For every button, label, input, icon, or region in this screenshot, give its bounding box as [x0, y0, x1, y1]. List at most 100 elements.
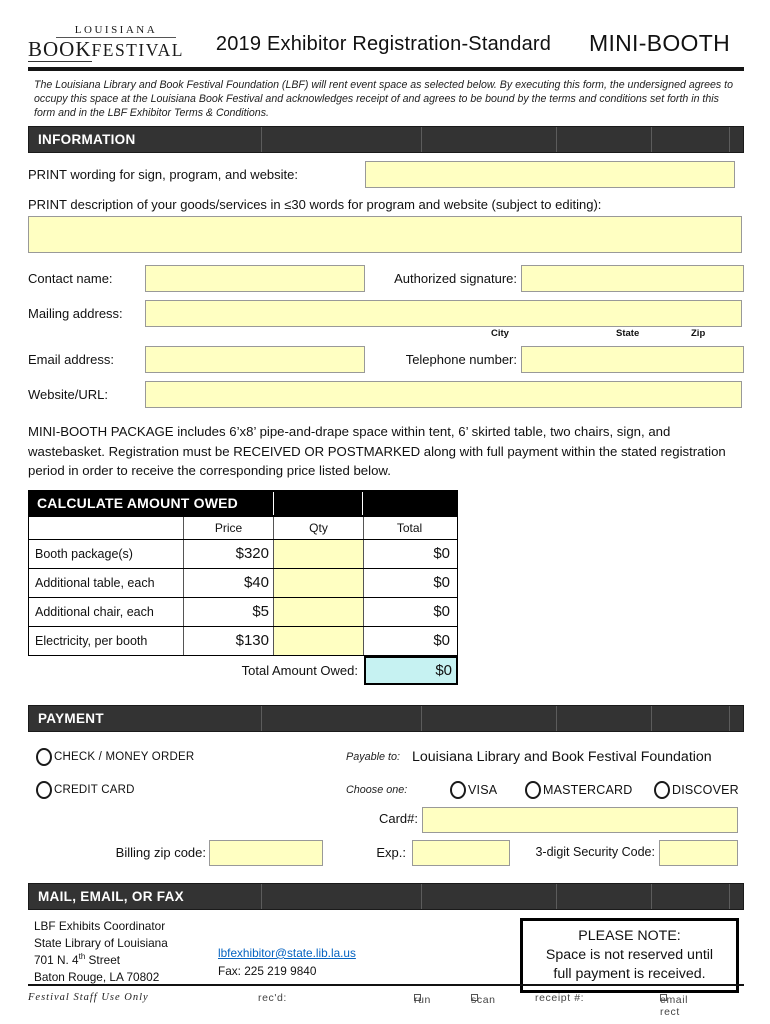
- booth-qty-input[interactable]: [274, 539, 363, 568]
- total-amount-label: Total Amount Owed:: [241, 662, 358, 678]
- table-column-headers: Price Qty Total: [28, 516, 458, 540]
- choose-one-label: Choose one:: [346, 784, 408, 797]
- check-money-order-radio[interactable]: [36, 748, 52, 767]
- discover-label: DISCOVER: [672, 783, 739, 798]
- contact-name-label: Contact name:: [28, 271, 113, 287]
- discover-radio[interactable]: [654, 781, 670, 800]
- col-header-qty: Qty: [273, 516, 363, 539]
- row-total: $0: [363, 626, 455, 655]
- logo-louisiana-text: LOUISIANA: [56, 25, 176, 38]
- addr-line-4: Baton Rouge, LA 70802: [34, 970, 160, 984]
- zip-label: Zip: [691, 328, 706, 340]
- mailing-address-block: LBF Exhibits Coordinator State Library o…: [34, 918, 168, 986]
- visa-radio[interactable]: [450, 781, 466, 800]
- total-amount-value: $0: [364, 655, 458, 685]
- receipt-number-label: receipt #:: [535, 992, 585, 1004]
- intro-paragraph: The Louisiana Library and Book Festival …: [34, 79, 733, 120]
- payable-to-value: Louisiana Library and Book Festival Foun…: [412, 749, 712, 766]
- row-item-label: Booth package(s): [35, 546, 133, 561]
- section-header-information: INFORMATION: [28, 126, 744, 154]
- page-title: 2019 Exhibitor Registration-Standard: [215, 33, 552, 55]
- staff-use-footer: Festival Staff Use Only rec'd: run scan …: [28, 990, 744, 1018]
- run-label: run: [414, 994, 431, 1006]
- telephone-label: Telephone number:: [405, 352, 517, 368]
- fax-number: Fax: 225 219 9840: [218, 963, 317, 978]
- electricity-qty-input[interactable]: [274, 626, 363, 655]
- payable-to-label: Payable to:: [346, 751, 401, 764]
- form-header: LOUISIANA BOOKFESTIVAL 2019 Exhibitor Re…: [28, 12, 744, 62]
- contact-name-input[interactable]: [145, 265, 365, 293]
- chair-qty-input[interactable]: [274, 597, 363, 626]
- scan-label: scan: [471, 994, 496, 1006]
- mailing-address-input[interactable]: [145, 300, 742, 328]
- email-address-input[interactable]: [145, 346, 365, 374]
- telephone-input[interactable]: [521, 346, 744, 374]
- card-number-input[interactable]: [422, 806, 738, 833]
- row-price: $130: [183, 626, 273, 655]
- row-total: $0: [363, 568, 455, 597]
- website-url-label: Website/URL:: [28, 387, 108, 403]
- sign-wording-input[interactable]: [365, 161, 735, 189]
- recd-label: rec'd:: [258, 992, 287, 1004]
- table-qty-input[interactable]: [274, 568, 363, 597]
- city-state-zip-labels: City State Zip: [28, 327, 744, 340]
- mastercard-radio[interactable]: [525, 781, 541, 800]
- package-description-paragraph: MINI-BOOTH PACKAGE includes 6’x8’ pipe-a…: [28, 424, 726, 479]
- billing-zip-input[interactable]: [209, 839, 323, 866]
- row-total: $0: [363, 597, 455, 626]
- addr-line-1: LBF Exhibits Coordinator: [34, 918, 166, 933]
- section-header-calculate-label: CALCULATE AMOUNT OWED: [37, 495, 238, 512]
- city-label: City: [491, 328, 509, 340]
- row-item-label: Additional table, each: [35, 575, 155, 590]
- row-item-label: Electricity, per booth: [35, 633, 148, 648]
- email-address-label: Email address:: [28, 352, 114, 368]
- run-checkbox[interactable]: [414, 994, 421, 1001]
- check-money-order-label: CHECK / MONEY ORDER: [54, 751, 195, 764]
- email-link[interactable]: lbfexhibitor@state.lib.la.us: [218, 945, 356, 960]
- state-label: State: [616, 328, 640, 340]
- amount-owed-table: CALCULATE AMOUNT OWED Price Qty Total Bo…: [28, 489, 458, 685]
- email-rect-checkbox[interactable]: [660, 994, 667, 1001]
- logo-festival-text: FESTIVAL: [91, 40, 184, 60]
- exp-input[interactable]: [412, 839, 510, 866]
- addr-line-3: 701 N. 4th Street: [34, 952, 121, 968]
- row-price: $320: [183, 539, 273, 568]
- louisiana-book-festival-logo: LOUISIANA BOOKFESTIVAL: [28, 25, 182, 62]
- billing-zip-label: Billing zip code:: [115, 844, 206, 860]
- website-url-input[interactable]: [145, 381, 742, 409]
- mailing-address-label: Mailing address:: [28, 306, 123, 322]
- booth-type-title: MINI-BOOTH: [589, 30, 730, 56]
- addr-line-2: State Library of Louisiana: [34, 935, 168, 950]
- email-fax-block: lbfexhibitor@state.lib.la.us Fax: 225 21…: [218, 945, 356, 980]
- section-header-payment: PAYMENT: [28, 704, 744, 732]
- row-item-label: Additional chair, each: [35, 604, 154, 619]
- section-header-mail-label: MAIL, EMAIL, OR FAX: [38, 888, 184, 904]
- description-label: PRINT description of your goods/services…: [28, 197, 602, 213]
- exp-label: Exp.:: [376, 844, 406, 860]
- table-row-additional-chair: Additional chair, each $5 $0: [28, 597, 458, 627]
- table-row-additional-table: Additional table, each $40 $0: [28, 568, 458, 598]
- staff-use-label: Festival Staff Use Only: [28, 992, 149, 1003]
- authorized-signature-input[interactable]: [521, 265, 744, 293]
- row-total: $0: [363, 539, 455, 568]
- credit-card-radio[interactable]: [36, 781, 52, 800]
- table-row-booth-package: Booth package(s) $320 $0: [28, 539, 458, 569]
- row-price: $40: [183, 568, 273, 597]
- section-header-payment-label: PAYMENT: [38, 710, 104, 726]
- note-line-3: full payment is received.: [553, 965, 706, 982]
- section-header-information-label: INFORMATION: [38, 132, 136, 148]
- note-line-1: PLEASE NOTE:: [578, 927, 681, 944]
- visa-label: VISA: [468, 783, 498, 798]
- row-price: $5: [183, 597, 273, 626]
- total-amount-row: Total Amount Owed: $0: [28, 655, 458, 685]
- section-header-calculate: CALCULATE AMOUNT OWED: [28, 489, 458, 517]
- description-input[interactable]: [28, 216, 742, 254]
- security-code-input[interactable]: [659, 839, 738, 866]
- credit-card-label: CREDIT CARD: [54, 784, 135, 797]
- section-header-mail: MAIL, EMAIL, OR FAX: [28, 882, 744, 910]
- authorized-signature-label: Authorized signature:: [394, 271, 517, 287]
- scan-checkbox[interactable]: [471, 994, 478, 1001]
- security-code-label: 3-digit Security Code:: [535, 844, 655, 859]
- table-row-electricity: Electricity, per booth $130 $0: [28, 626, 458, 656]
- header-divider: [28, 67, 744, 71]
